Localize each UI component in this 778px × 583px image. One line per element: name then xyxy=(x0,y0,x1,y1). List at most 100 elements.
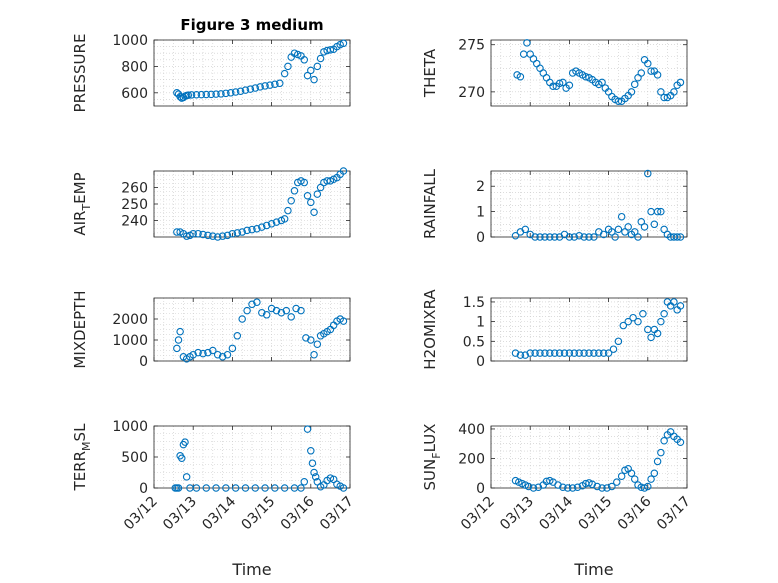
data-point xyxy=(284,206,292,215)
data-point xyxy=(580,349,588,357)
data-point xyxy=(223,350,232,359)
data-point xyxy=(248,300,256,309)
data-point xyxy=(644,59,652,68)
data-point xyxy=(212,90,220,98)
data-point xyxy=(292,304,300,313)
data-point xyxy=(676,438,685,446)
data-point xyxy=(251,484,260,492)
data-point xyxy=(218,353,227,361)
y-tick-label: 260 xyxy=(121,181,148,197)
data-point xyxy=(575,349,583,357)
y-axis-label: TERRMSL xyxy=(71,423,93,492)
data-point xyxy=(293,50,302,59)
y-tick-label: 250 xyxy=(121,197,148,213)
y-axis-label: SUNFLUX xyxy=(421,424,443,491)
data-point xyxy=(647,67,655,75)
data-point xyxy=(173,344,181,353)
data-point xyxy=(516,351,525,359)
data-point xyxy=(316,54,325,63)
data-point xyxy=(189,350,197,359)
data-point xyxy=(261,82,269,90)
subplot-1: 600 800 1000 PRESSURE xyxy=(71,33,351,112)
data-point xyxy=(248,225,256,234)
data-point xyxy=(593,482,601,491)
data-point xyxy=(624,223,632,231)
data-point xyxy=(307,198,315,207)
data-point xyxy=(310,350,318,359)
data-point xyxy=(559,78,567,87)
data-point xyxy=(657,88,665,96)
data-point xyxy=(241,86,250,94)
data-point xyxy=(213,233,222,241)
data-point xyxy=(644,482,652,491)
data-point xyxy=(202,90,211,99)
data-point xyxy=(546,349,554,357)
data-point xyxy=(271,80,279,88)
data-point xyxy=(588,480,597,489)
data-point xyxy=(559,483,567,492)
data-point xyxy=(670,298,678,306)
data-point xyxy=(209,232,217,240)
data-point xyxy=(258,308,266,317)
data-point xyxy=(339,167,348,175)
data-point xyxy=(336,40,344,49)
data-point xyxy=(174,484,183,492)
data-point xyxy=(276,79,284,88)
data-point xyxy=(564,484,572,492)
y-tick-label: 400 xyxy=(458,422,485,438)
data-point xyxy=(660,437,668,445)
data-point xyxy=(231,484,240,492)
data-point xyxy=(604,349,613,357)
data-point xyxy=(647,333,655,342)
data-point xyxy=(267,220,276,228)
y-tick-label: 2 xyxy=(476,179,485,195)
y-tick-label: 800 xyxy=(121,59,148,75)
y-axis-label: RAINFALL xyxy=(421,168,439,239)
axes-frame xyxy=(490,170,688,238)
data-point xyxy=(277,308,286,317)
data-point xyxy=(243,306,251,315)
data-point xyxy=(307,336,315,344)
data-point xyxy=(253,225,261,233)
data-point xyxy=(266,81,274,89)
figure-title: Figure 3 medium xyxy=(180,16,323,34)
data-point xyxy=(603,484,611,492)
data-point xyxy=(660,93,668,102)
data-point xyxy=(644,169,652,178)
data-point xyxy=(575,231,583,240)
data-point xyxy=(550,233,559,241)
data-point xyxy=(197,90,206,99)
data-point xyxy=(536,349,544,357)
data-point xyxy=(639,309,647,318)
data-point xyxy=(339,39,348,48)
data-point xyxy=(236,87,245,95)
data-point xyxy=(189,229,197,238)
data-point xyxy=(204,348,212,357)
data-point xyxy=(182,473,191,481)
data-point xyxy=(637,218,646,226)
data-point xyxy=(614,225,623,234)
y-tick-label: 0 xyxy=(476,354,485,370)
data-point xyxy=(178,454,186,462)
data-point xyxy=(526,349,534,357)
y-tick-label: 275 xyxy=(458,38,485,54)
y-tick-label: 0 xyxy=(476,230,485,246)
data-point xyxy=(581,73,590,81)
data-point xyxy=(280,69,289,78)
data-point xyxy=(523,39,531,47)
data-point xyxy=(256,83,264,91)
data-point xyxy=(300,478,309,486)
data-point xyxy=(609,345,618,353)
data-point xyxy=(521,225,530,234)
data-point xyxy=(541,233,549,241)
data-point xyxy=(590,349,598,357)
y-axis-label: MIXDEPTH xyxy=(71,290,89,368)
data-point xyxy=(560,349,569,357)
data-point xyxy=(630,80,639,89)
data-point xyxy=(182,232,191,240)
axes-frame xyxy=(490,39,688,107)
data-point xyxy=(554,481,562,489)
data-point xyxy=(627,88,636,96)
data-point xyxy=(676,78,685,87)
axes-frame xyxy=(153,297,351,362)
